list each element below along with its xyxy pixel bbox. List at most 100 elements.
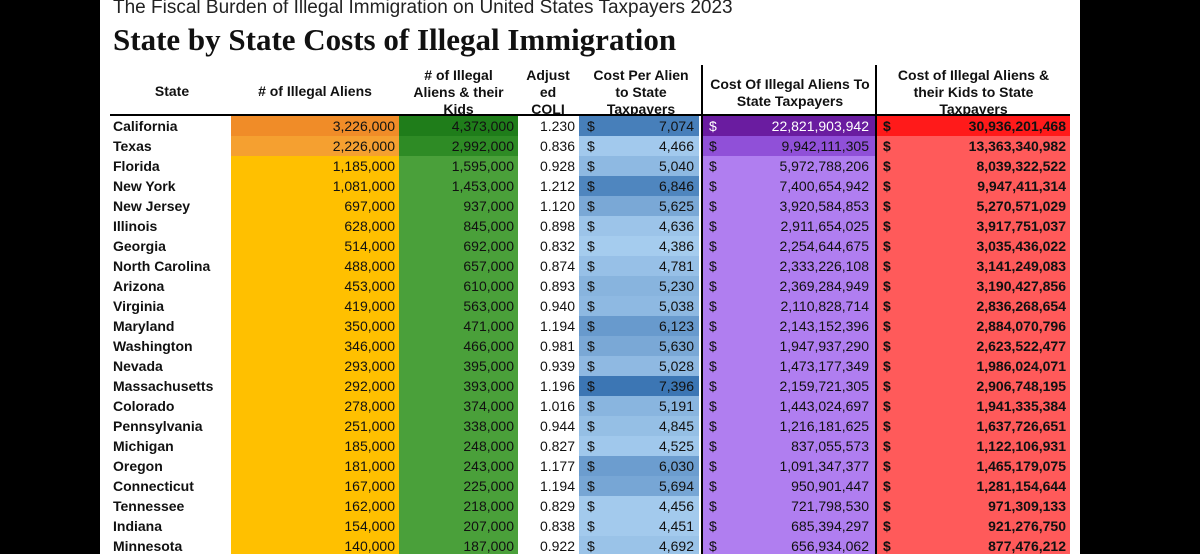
currency-symbol: $ [883,458,891,474]
cost-per-alien-cell: $5,028 [579,356,699,376]
table-row: Massachusetts 292,000 393,000 1.196 $7,396 $2… [100,376,1080,396]
header-cost-state: Cost Of Illegal Aliens To State Taxpayer… [710,76,870,109]
illegal-aliens-value: 278,000 [231,396,399,416]
currency-symbol: $ [883,438,891,454]
cost-state-cell: $950,901,447 [703,476,875,496]
cost-kids-cell: $2,836,268,654 [877,296,1070,316]
adjusted-coli-value: 0.981 [518,336,578,356]
cost-kids-value: 971,309,133 [988,498,1066,514]
currency-symbol: $ [587,338,595,354]
cost-state-value: 5,972,788,206 [779,158,869,174]
currency-symbol: $ [883,478,891,494]
aliens-and-kids-value: 218,000 [399,496,518,516]
cost-per-alien-cell: $5,694 [579,476,699,496]
currency-symbol: $ [587,398,595,414]
cost-state-cell: $5,972,788,206 [703,156,875,176]
cost-per-alien-cell: $4,781 [579,256,699,276]
illegal-aliens-value: 697,000 [231,196,399,216]
cost-state-cell: $2,110,828,714 [703,296,875,316]
adjusted-coli-value: 1.230 [518,116,578,136]
state-name: Massachusetts [113,378,214,394]
currency-symbol: $ [883,218,891,234]
currency-symbol: $ [709,258,717,274]
aliens-and-kids-value: 937,000 [399,196,518,216]
cost-state-cell: $1,443,024,697 [703,396,875,416]
cost-per-alien-cell: $4,456 [579,496,699,516]
aliens-and-kids-value: 393,000 [399,376,518,396]
cost-kids-value: 1,122,106,931 [976,438,1066,454]
cost-kids-cell: $971,309,133 [877,496,1070,516]
cost-kids-value: 2,884,070,796 [976,318,1066,334]
table-row: California 3,226,000 4,373,000 1.230 $7,074 $… [100,116,1080,136]
currency-symbol: $ [883,338,891,354]
cost-state-value: 2,911,654,025 [780,218,870,234]
state-name: Washington [113,338,193,354]
aliens-and-kids-value: 1,453,000 [399,176,518,196]
illegal-aliens-value: 628,000 [231,216,399,236]
currency-symbol: $ [709,158,717,174]
currency-symbol: $ [883,298,891,314]
adjusted-coli-value: 0.898 [518,216,578,236]
cost-per-alien-cell: $6,123 [579,316,699,336]
cost-kids-value: 1,465,179,075 [976,458,1066,474]
state-name: Tennessee [113,498,185,514]
currency-symbol: $ [709,458,717,474]
currency-symbol: $ [587,418,595,434]
cost-kids-value: 3,141,249,083 [976,258,1066,274]
cost-per-alien-value: 5,191 [658,398,694,414]
currency-symbol: $ [709,278,717,294]
cost-state-cell: $1,091,347,377 [703,456,875,476]
aliens-and-kids-value: 2,992,000 [399,136,518,156]
table-row: Maryland 350,000 471,000 1.194 $6,123 $2,143,… [100,316,1080,336]
cost-state-value: 837,055,573 [791,438,869,454]
cost-kids-value: 30,936,201,468 [968,118,1066,134]
state-name: Connecticut [113,478,194,494]
adjusted-coli-value: 0.922 [518,536,578,554]
illegal-aliens-value: 162,000 [231,496,399,516]
illegal-aliens-value: 346,000 [231,336,399,356]
cost-per-alien-cell: $7,074 [579,116,699,136]
currency-symbol: $ [883,398,891,414]
cost-per-alien-value: 4,386 [658,238,694,254]
table-row: New York 1,081,000 1,453,000 1.212 $6,846 $7,… [100,176,1080,196]
cost-state-value: 2,333,226,108 [779,258,869,274]
cost-kids-cell: $1,465,179,075 [877,456,1070,476]
aliens-and-kids-value: 563,000 [399,296,518,316]
cost-per-alien-cell: $4,451 [579,516,699,536]
cost-per-alien-value: 4,692 [658,538,694,554]
cost-per-alien-value: 4,466 [658,138,694,154]
currency-symbol: $ [709,378,717,394]
adjusted-coli-value: 0.940 [518,296,578,316]
illegal-aliens-value: 1,185,000 [231,156,399,176]
currency-symbol: $ [709,498,717,514]
table-row: Georgia 514,000 692,000 0.832 $4,386 $2,254,6… [100,236,1080,256]
aliens-and-kids-value: 1,595,000 [399,156,518,176]
cost-state-value: 950,901,447 [791,478,869,494]
cost-kids-cell: $3,917,751,037 [877,216,1070,236]
illegal-aliens-value: 2,226,000 [231,136,399,156]
cost-state-value: 2,110,828,714 [780,298,870,314]
adjusted-coli-value: 0.928 [518,156,578,176]
header-illegal-aliens: # of Illegal Aliens [258,83,372,99]
cost-state-value: 1,473,177,349 [779,358,869,374]
header-state: State [154,83,190,99]
currency-symbol: $ [587,358,595,374]
cost-per-alien-cell: $4,845 [579,416,699,436]
cost-per-alien-value: 4,781 [658,258,694,274]
currency-symbol: $ [709,398,717,414]
cost-state-value: 1,947,937,290 [779,338,869,354]
cost-state-value: 1,443,024,697 [779,398,869,414]
illegal-aliens-value: 293,000 [231,356,399,376]
cost-state-cell: $1,473,177,349 [703,356,875,376]
cost-state-value: 721,798,530 [791,498,869,514]
state-name: Oregon [113,458,163,474]
currency-symbol: $ [883,378,891,394]
adjusted-coli-value: 1.177 [518,456,578,476]
cost-per-alien-value: 4,525 [658,438,694,454]
cost-per-alien-cell: $7,396 [579,376,699,396]
currency-symbol: $ [883,198,891,214]
currency-symbol: $ [587,238,595,254]
aliens-and-kids-value: 845,000 [399,216,518,236]
illegal-aliens-value: 251,000 [231,416,399,436]
cost-per-alien-value: 4,845 [658,418,694,434]
